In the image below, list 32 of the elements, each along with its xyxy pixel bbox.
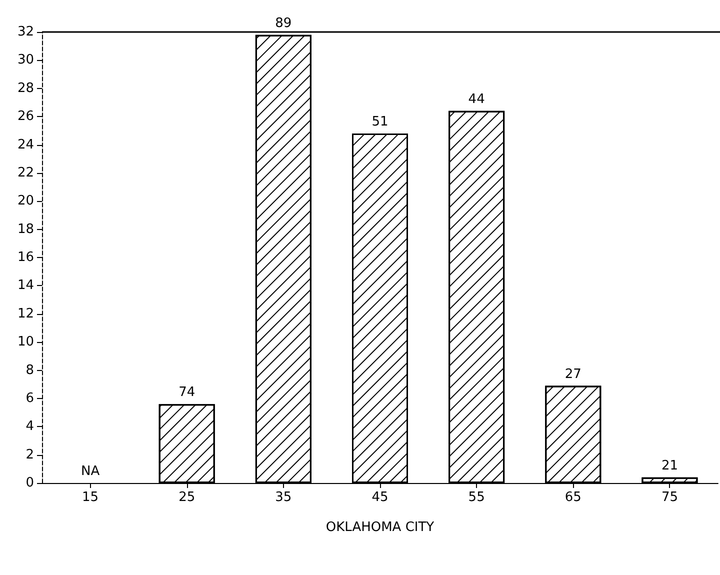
annotation: 44 [468, 92, 485, 107]
y-tick-label: 10 [17, 334, 34, 350]
annotation: NA [80, 464, 100, 479]
y-tick-label: 6 [26, 390, 34, 406]
y-tick-label: 22 [17, 165, 34, 180]
y-tick-label: 14 [17, 278, 34, 294]
x-tick-label: 75 [661, 490, 678, 505]
x-tick-label: 65 [564, 490, 582, 505]
annotation: 51 [372, 114, 388, 130]
y-tick-label: 32 [17, 24, 34, 40]
annotation: 27 [564, 366, 582, 382]
y-tick-label: 20 [17, 194, 34, 209]
y-tick-label: 2 [26, 447, 34, 462]
x-tick-label: 15 [82, 490, 99, 505]
annotation: 21 [661, 458, 678, 474]
x-tick-label: 25 [178, 490, 196, 505]
x-tick-label: 55 [468, 490, 485, 505]
x-tick-label: 45 [372, 490, 388, 505]
y-tick-label: 4 [26, 419, 34, 434]
annotation: 89 [275, 16, 292, 31]
y-tick-label: 0 [26, 476, 34, 490]
y-tick-label: 12 [17, 306, 34, 322]
y-tick-label: 30 [17, 52, 34, 68]
x-tick-label: 35 [275, 490, 292, 505]
y-tick-label: 16 [17, 250, 34, 265]
y-tick-label: 18 [17, 222, 34, 237]
y-tick-label: 24 [17, 137, 34, 152]
y-tick-label: 26 [17, 109, 34, 124]
y-tick-label: 28 [17, 80, 34, 96]
annotation: 74 [178, 385, 196, 400]
x-axis-title: OKLAHOMA CITY [326, 520, 434, 535]
y-tick-label: 8 [26, 362, 34, 378]
